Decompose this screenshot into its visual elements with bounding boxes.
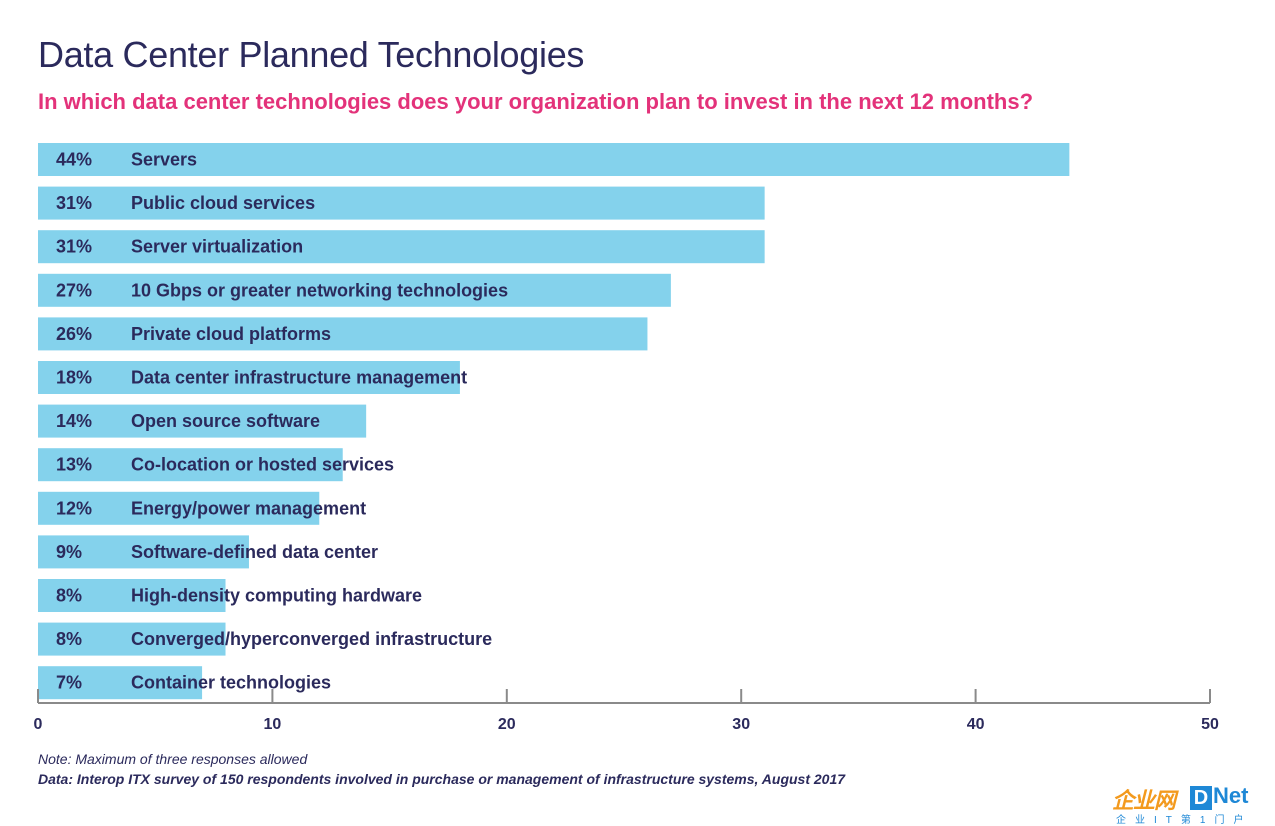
bar-value-label: 14% xyxy=(56,411,92,431)
chart-title: Data Center Planned Technologies xyxy=(38,34,585,75)
x-axis-tick-label: 10 xyxy=(264,716,282,733)
logo-tagline: 企业IT第1门户 xyxy=(1116,815,1253,826)
bar xyxy=(38,230,765,264)
bar-value-label: 31% xyxy=(56,237,92,257)
bar xyxy=(38,666,203,700)
bar-value-label: 44% xyxy=(56,150,92,170)
bar-category-label: Data center infrastructure management xyxy=(131,368,467,388)
bar xyxy=(38,491,320,525)
bar xyxy=(38,361,460,394)
bar-category-label: Servers xyxy=(131,150,197,170)
x-axis-tick-label: 20 xyxy=(498,716,516,733)
bar xyxy=(38,186,765,220)
logo-net-text: Net xyxy=(1213,783,1249,808)
x-axis-tick-label: 30 xyxy=(732,716,750,733)
bar-category-label: Public cloud services xyxy=(131,193,315,213)
x-axis-tick-label: 0 xyxy=(34,716,43,733)
x-axis-tick-label: 40 xyxy=(967,716,985,733)
bar-value-label: 18% xyxy=(56,368,92,388)
bar xyxy=(38,143,1070,176)
bar xyxy=(38,317,648,351)
bar-value-label: 13% xyxy=(56,455,92,475)
bar-category-label: Private cloud platforms xyxy=(131,324,331,344)
data-source: Data: Interop ITX survey of 150 responde… xyxy=(38,771,846,787)
bar-value-label: 12% xyxy=(56,498,92,518)
logo-cn-text: 企业网 xyxy=(1112,788,1176,813)
dinet-logo: 企业网 D Net 企业IT第1门户 xyxy=(1112,783,1274,826)
bar-value-label: 8% xyxy=(56,586,82,606)
bar-category-label: Server virtualization xyxy=(131,237,303,257)
chart-subtitle: In which data center technologies does y… xyxy=(38,89,1034,114)
bar-value-label: 8% xyxy=(56,629,82,649)
x-axis-tick-label: 50 xyxy=(1201,716,1219,733)
bar xyxy=(38,448,343,482)
bar-category-label: Energy/power management xyxy=(131,498,366,518)
logo-box-letter: D xyxy=(1190,786,1212,810)
bar-value-label: 31% xyxy=(56,193,92,213)
bar-category-label: Software-defined data center xyxy=(131,542,378,562)
bar-value-label: 7% xyxy=(56,673,82,693)
bar xyxy=(38,273,671,307)
bar-value-label: 27% xyxy=(56,280,92,300)
bar-category-label: 10 Gbps or greater networking technologi… xyxy=(131,280,508,300)
bar-category-label: Converged/hyperconverged infrastructure xyxy=(131,629,492,649)
bar xyxy=(38,579,226,612)
bar xyxy=(38,535,249,569)
bar-category-label: Container technologies xyxy=(131,673,331,693)
footnote: Note: Maximum of three responses allowed xyxy=(38,751,308,767)
bar-chart: 44% Servers 31% Public cloud services 31% Ser… xyxy=(34,143,1219,733)
bar-category-label: Co-location or hosted services xyxy=(131,455,394,475)
bar xyxy=(38,622,226,656)
bar xyxy=(38,404,367,438)
bar-category-label: High-density computing hardware xyxy=(131,586,422,606)
bar-category-label: Open source software xyxy=(131,411,320,431)
bar-value-label: 9% xyxy=(56,542,82,562)
bar-value-label: 26% xyxy=(56,324,92,344)
